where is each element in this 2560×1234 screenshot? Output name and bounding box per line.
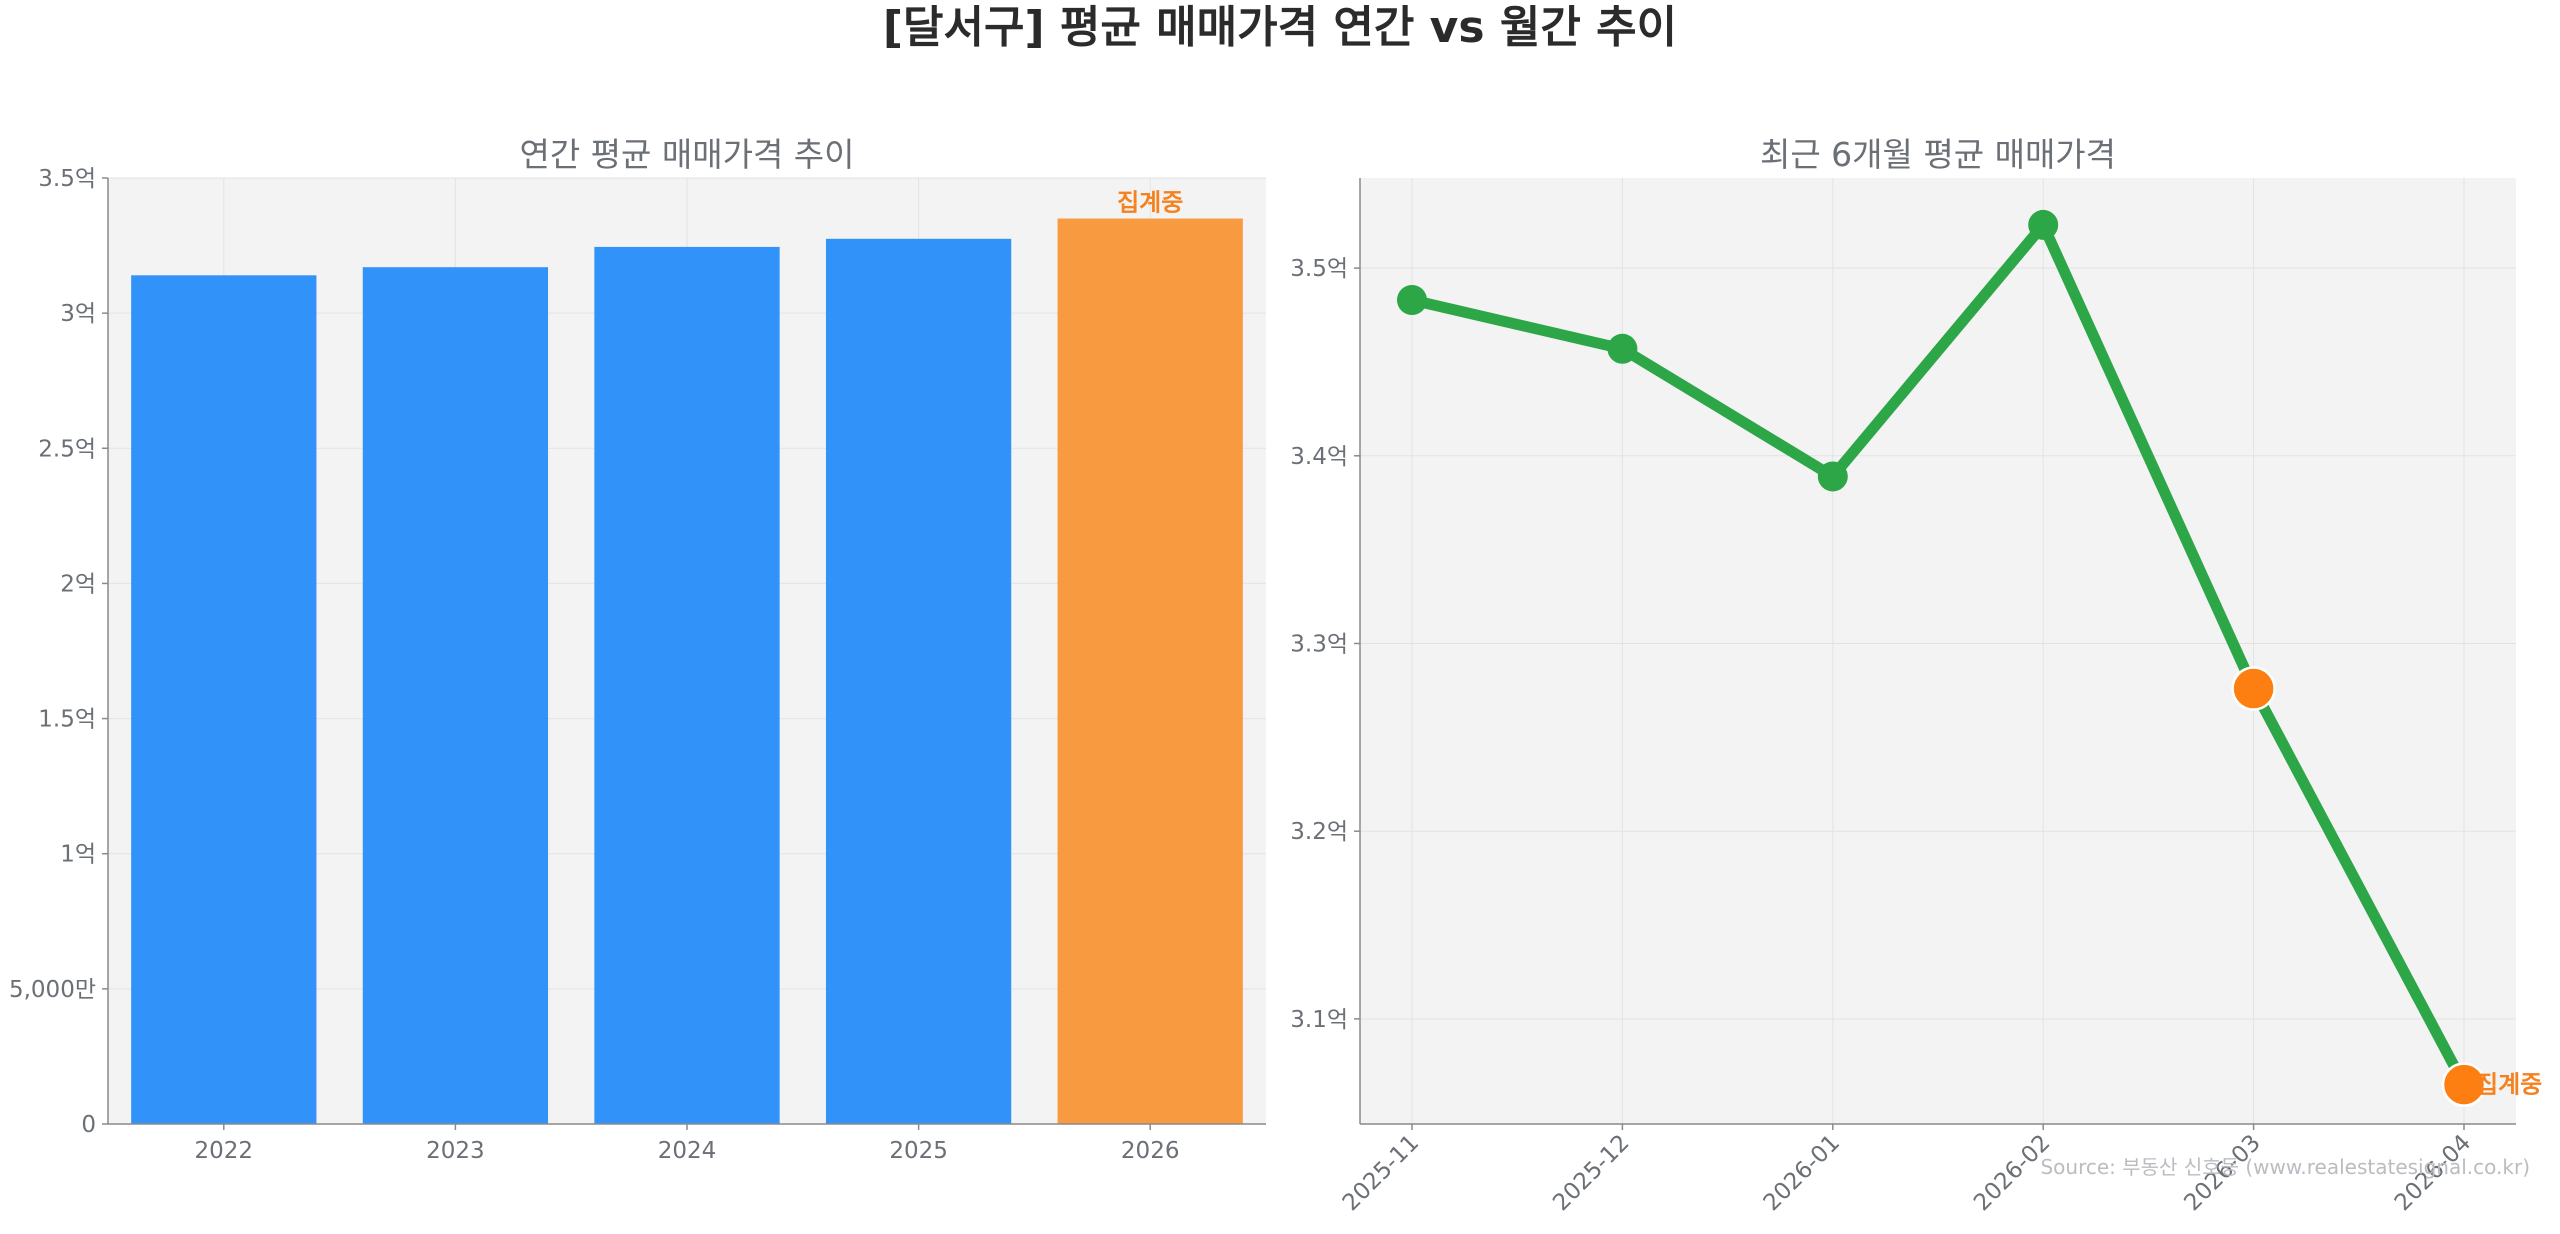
monthly-line-chart: 3.1억 3.2억 3.3억 3.4억 3.5억 2025-11 2025-12 2026-0… bbox=[1290, 135, 2542, 1216]
bar-chart-title: 연간 평균 매매가격 추이 bbox=[519, 135, 854, 174]
line-in-progress-label: 집계중 bbox=[2476, 1071, 2542, 1099]
bar-ytick-label-3: 1.5억 bbox=[38, 707, 96, 733]
line-point-2025-12 bbox=[1607, 333, 1638, 364]
bar-xtick-label-3: 2025 bbox=[889, 1138, 948, 1164]
bar-xtick-label-1: 2023 bbox=[426, 1138, 485, 1164]
line-chart-title: 최근 6개월 평균 매매가격 bbox=[1760, 135, 2116, 174]
line-gridlines bbox=[1360, 178, 2516, 1124]
bar-xtick-label-2: 2024 bbox=[658, 1138, 717, 1164]
line-ytick-label-1: 3.2억 bbox=[1290, 819, 1348, 845]
bar-ytick-label-4: 2억 bbox=[60, 571, 96, 597]
line-ytick-label-0: 3.1억 bbox=[1290, 1007, 1348, 1033]
bar-xtick-label-0: 2022 bbox=[195, 1138, 254, 1164]
line-point-2026-02 bbox=[2028, 209, 2059, 240]
line-series-path bbox=[1406, 219, 2470, 1091]
line-point-2026-04 bbox=[2441, 1062, 2487, 1107]
bar-2026 bbox=[1057, 218, 1243, 1125]
bar-ytick-label-0: 0 bbox=[81, 1112, 96, 1138]
source-note: Source: 부동산 신호등 (www.realestatesignal.co… bbox=[2040, 1155, 2530, 1179]
line-xtick-label-0: 2025-11 bbox=[1338, 1130, 1424, 1216]
line-plot-area bbox=[1360, 178, 2516, 1124]
bar-series bbox=[131, 218, 1243, 1125]
line-ytick-label-2: 3.3억 bbox=[1290, 631, 1348, 657]
bar-ytick-label-2: 1억 bbox=[60, 842, 96, 868]
line-point-2025-11 bbox=[1397, 285, 1427, 316]
line-point-2026-01 bbox=[1817, 461, 1848, 492]
line-axes bbox=[1359, 178, 2516, 1125]
line-xtick-label-2: 2026-01 bbox=[1759, 1130, 1845, 1216]
bar-2022 bbox=[131, 275, 317, 1124]
bar-ytick-label-7: 3.5억 bbox=[38, 166, 96, 192]
bar-ytick-label-5: 2.5억 bbox=[38, 436, 96, 462]
bar-ytick-label-1: 5,000만 bbox=[9, 977, 96, 1003]
line-ytick-label-3: 3.4억 bbox=[1290, 444, 1348, 470]
figure-title: [달서구] 평균 매매가격 연간 vs 월간 추이 bbox=[883, 2, 1677, 53]
bar-xtick-label-4: 2026 bbox=[1121, 1138, 1180, 1164]
bar-tick-labels: 0 5,000만 1억 1.5억 2억 2.5억 3억 3.5억 2022 2023 2024 202… bbox=[9, 166, 1179, 1164]
line-ytick-label-4: 3.5억 bbox=[1290, 256, 1348, 282]
annual-bar-chart: 0 5,000만 1억 1.5억 2억 2.5억 3억 3.5억 2022 2023 2024 202… bbox=[9, 135, 1266, 1164]
bar-2024 bbox=[594, 246, 780, 1124]
bar-ytick-label-6: 3억 bbox=[60, 301, 96, 327]
bar-2023 bbox=[362, 267, 549, 1124]
bar-in-progress-label: 집계중 bbox=[1117, 189, 1183, 217]
line-series bbox=[1397, 209, 2487, 1107]
bar-2025 bbox=[825, 238, 1012, 1125]
line-point-2026-03 bbox=[2231, 666, 2276, 711]
line-xtick-label-1: 2025-12 bbox=[1548, 1130, 1634, 1216]
